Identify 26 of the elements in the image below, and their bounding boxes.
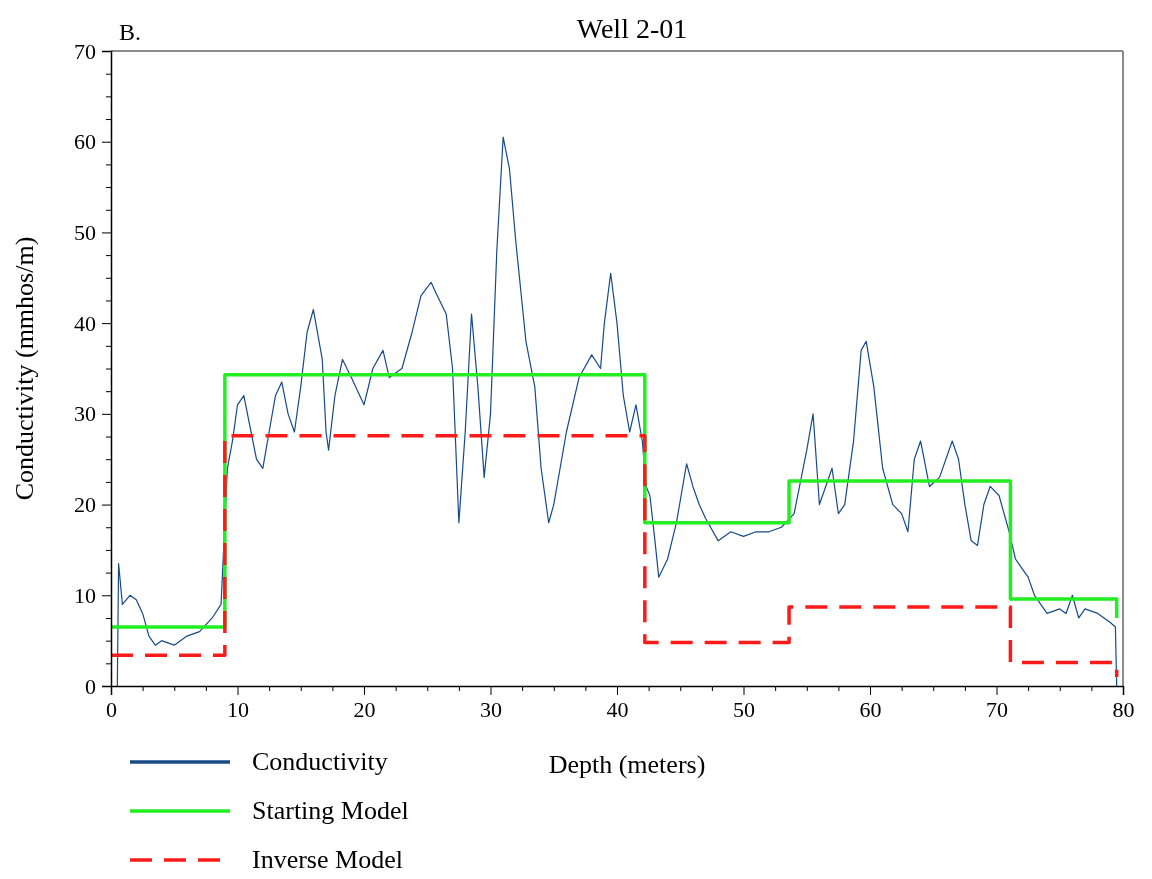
legend-label: Conductivity [252,747,388,776]
text: B. [119,19,142,45]
y-tick-label: 60 [74,129,96,155]
y-tick-label: 70 [74,38,96,64]
x-tick-label: 40 [606,696,629,722]
y-tick-label: 10 [74,582,96,608]
y-tick-label: 0 [85,673,96,699]
line-series [116,136,1118,687]
x-tick-label: 30 [480,696,502,722]
y-axis-title: Conductivity (mmhos/m) [10,236,39,501]
legend-label: Inverse Model [252,845,403,874]
x-tick-label: 20 [353,696,376,722]
x-tick-label: 80 [1112,696,1135,722]
y-tick-label: 50 [74,219,96,245]
legend-label: Starting Model [252,796,409,825]
x-tick-label: 70 [986,696,1008,722]
y-tick-label: 30 [74,401,96,427]
y-tick-label: 40 [74,310,96,336]
x-axis-title: Depth (meters) [548,750,706,779]
x-tick-label: 10 [227,696,249,722]
chart-title: Well 2-01 [576,13,688,44]
x-tick-label: 0 [106,696,117,722]
x-tick-label: 60 [859,696,882,722]
y-tick-label: 20 [74,492,96,518]
line-series [109,433,1119,679]
x-tick-label: 50 [733,696,755,722]
